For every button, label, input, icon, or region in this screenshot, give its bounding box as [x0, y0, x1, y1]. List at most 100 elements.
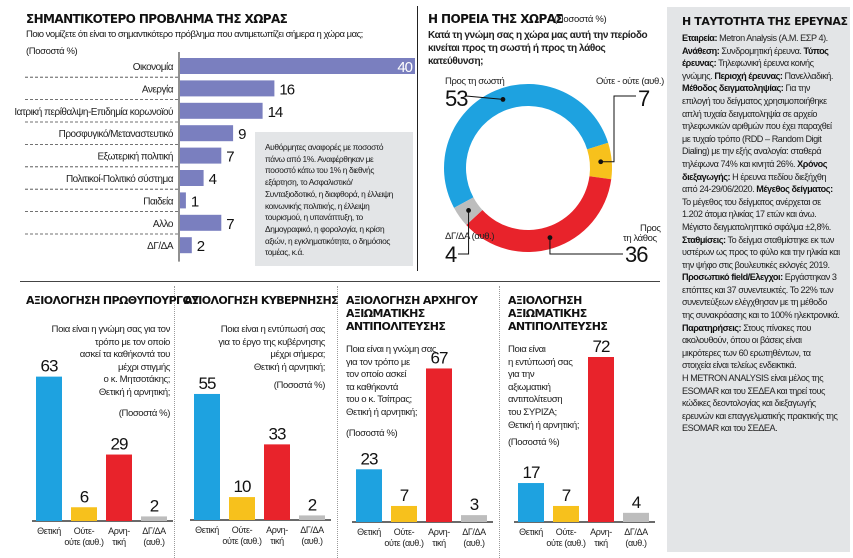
- category-label: Ανεργία: [142, 83, 174, 95]
- panel-question-line: για τον τρόπο με: [346, 356, 410, 368]
- category-label: ούτε (αυθ.): [546, 538, 586, 548]
- panel-question-line: αξιωματική: [508, 381, 551, 393]
- category-label: Ούτε-: [74, 526, 95, 536]
- label-wrong-direction-1: Προς: [640, 223, 661, 234]
- chart-unit: (Ποσοστά %): [554, 14, 607, 25]
- panel-question-line: Ποια είναι: [508, 344, 546, 355]
- leader-line: [465, 95, 504, 100]
- panel-question-line: ασκεί τα καθήκοντά του: [79, 349, 171, 361]
- category-label: Προσφυγικό/Μεταναστευτικό: [59, 128, 174, 140]
- value-dk: 4: [445, 242, 457, 267]
- info-field-value: Συνδρομητική έρευνα.: [719, 45, 804, 56]
- bar: [229, 497, 255, 520]
- country-direction-chart: Η ΠΟΡΕΙΑ ΤΗΣ ΧΩΡΑΣ (Ποσοστά %) Κατά τη γ…: [418, 6, 664, 271]
- bar: [180, 147, 222, 164]
- data-label: 4: [632, 493, 641, 512]
- panel-question-line: για την: [508, 369, 535, 381]
- info-field-value: Για την επιλογή του δείγματος χρησιμοποι…: [682, 83, 832, 169]
- panel-question-line: για το έργο της κυβέρνησης: [218, 336, 325, 348]
- category-label: Πολιτικοί-Πολιτικό σύστημα: [66, 173, 174, 185]
- bar: [180, 58, 415, 74]
- category-label: ΔΓ/ΔΑ: [462, 527, 486, 537]
- bar: [194, 393, 220, 520]
- data-label: 7: [226, 216, 234, 233]
- bar: [106, 454, 132, 521]
- panel-question: Ποια είναι η εντύπωσή σας για την αξιωματικ…: [508, 344, 580, 432]
- category-label: Παιδεία: [143, 195, 173, 207]
- data-label: 29: [111, 435, 128, 454]
- panel-unit: (Ποσοστά %): [118, 408, 171, 419]
- bar: [588, 357, 614, 522]
- panel-title-line: ΑΞΙΩΜΑΤΙΚΗΣ: [346, 307, 425, 320]
- category-label: (αυθ.): [463, 538, 485, 548]
- leader-dot: [598, 159, 604, 165]
- info-field-label: Περιοχή έρευνας:: [714, 70, 783, 81]
- data-label: 72: [593, 337, 610, 356]
- category-label: Ούτε-: [556, 527, 577, 537]
- info-field-label: Μέγεθος δείγματος:: [756, 184, 833, 195]
- data-label: 2: [197, 238, 205, 255]
- panel-question-line: η εντύπωσή σας: [508, 356, 573, 368]
- chart-title: ΣΗΜΑΝΤΙΚΟΤΕΡΟ ΠΡΟΒΛΗΜΑ ΤΗΣ ΧΩΡΑΣ: [26, 12, 288, 26]
- panel-question: Ποια είναι η γνώμη σας για τον τρόπο με το…: [346, 344, 436, 420]
- bar: [180, 237, 192, 254]
- info-field-value: Τηλεφωνική έρευνα κοινής γνώμης.: [682, 58, 814, 81]
- data-label: 40: [397, 59, 412, 76]
- divider-dotted: [174, 286, 175, 558]
- panel-question-line: του ο κ. Τσίπρας;: [346, 394, 412, 406]
- donut-slice: [466, 176, 612, 253]
- panel-title-line: ΑΞΙΟΛΟΓΗΣΗ ΚΥΒΕΡΝΗΣΗΣ: [184, 294, 339, 307]
- category-label: Αλλο: [153, 219, 174, 230]
- info-field-label: Εταιρεία:: [682, 33, 718, 43]
- info-footer: Η METRON ANALYSIS είναι μέλος της ESOMAR…: [682, 373, 838, 434]
- divider-dotted: [499, 286, 500, 558]
- panel-question-line: Ποια είναι η γνώμη σας για τον: [51, 324, 171, 335]
- panel-title: ΑΞΙΟΛΟΓΗΣΗ ΚΥΒΕΡΝΗΣΗΣ: [184, 294, 339, 307]
- bar: [180, 170, 204, 186]
- label-right-direction: Προς τη σωστή: [445, 76, 505, 87]
- leader-line: [458, 210, 470, 255]
- panel-title-line: ΑΞΙΟΛΟΓΗΣΗ: [508, 294, 582, 307]
- bar: [141, 516, 167, 521]
- data-label: 2: [150, 496, 159, 515]
- category-label: Θετική: [357, 527, 381, 537]
- panel-question: Ποια είναι η εντύπωσή σας για το έργο της…: [218, 324, 325, 374]
- panel-title-line: ΑΞΙΟΛΟΓΗΣΗ ΠΡΩΘΥΠΟΥΡΓΟΥ: [26, 294, 199, 307]
- pm-rating-chart: ΑΞΙΟΛΟΓΗΣΗ ΠΡΩΘΥΠΟΥΡΓΟΥ Ποια είναι η γνώμ…: [20, 290, 199, 558]
- data-label: 16: [279, 81, 294, 98]
- info-field-label: Τύπος έρευνας:: [682, 45, 829, 69]
- panel-question-line: μέχρι στιγμής: [117, 361, 170, 373]
- bar: [180, 192, 186, 209]
- category-label: Ούτε-: [394, 527, 415, 537]
- bar: [391, 505, 417, 522]
- info-field-label: Χρόνος διεξαγωγής:: [682, 158, 828, 182]
- vbar-chart-svg: 17 Θετική 7 Ούτε-ούτε (αυθ.) 72 Αρνη-τική 4 ΔΓ/…: [514, 337, 655, 548]
- chart-title: Η ΠΟΡΕΙΑ ΤΗΣ ΧΩΡΑΣ: [428, 12, 564, 26]
- leader-dot: [547, 235, 553, 241]
- panel-question-line: Θετική ή αρνητική;: [346, 406, 418, 418]
- category-label: ΔΓ/ΔΑ: [147, 241, 174, 252]
- info-field-label: Ανάθεση:: [682, 45, 720, 56]
- panel-question-line: Θετική ή αρνητική;: [98, 386, 171, 398]
- leader-line: [549, 237, 623, 255]
- opposition-rating-chart: ΑΞΙΟΛΟΓΗΣΗ ΑΞΙΩΜΑΤΙΚΗΣ ΑΝΤΙΠΟΛΙΤΕΥΣΗΣ Ποια …: [502, 290, 660, 558]
- category-label: Αρνη-: [266, 525, 288, 535]
- value-neutral: 7: [638, 86, 650, 111]
- panel-question-line: Θετική ή αρνητική;: [253, 361, 326, 373]
- category-label: Αρνη-: [590, 527, 612, 537]
- panel-unit: (Ποσοστά %): [273, 380, 326, 391]
- category-label: τική: [594, 538, 608, 548]
- panel-title: ΑΞΙΟΛΟΓΗΣΗ ΠΡΩΘΥΠΟΥΡΓΟΥ: [26, 294, 199, 307]
- leader-dot: [500, 97, 506, 102]
- label-dk: ΔΓ/ΔΑ (αυθ.): [445, 231, 495, 242]
- category-label: (αυθ.): [143, 537, 165, 547]
- panel-unit: (Ποσοστά %): [508, 437, 560, 448]
- chart-unit: (Ποσοστά %): [26, 46, 78, 57]
- info-field-value: Metron Analysis (Α.Μ. ΕΣΡ 4).: [717, 33, 828, 43]
- bar: [553, 505, 579, 522]
- panel-title-line: ΑΞΙΟΛΟΓΗΣΗ ΑΡΧΗΓΟΥ: [346, 294, 478, 307]
- survey-identity-panel: Η ΤΑΥΤΟΤΗΤΑ ΤΗΣ ΕΡΕΥΝΑΣ Εταιρεία: Metron…: [667, 7, 850, 552]
- bar: [426, 368, 452, 522]
- category-label: ΔΓ/ΔΑ: [624, 527, 648, 537]
- category-label: Θετική: [195, 525, 219, 535]
